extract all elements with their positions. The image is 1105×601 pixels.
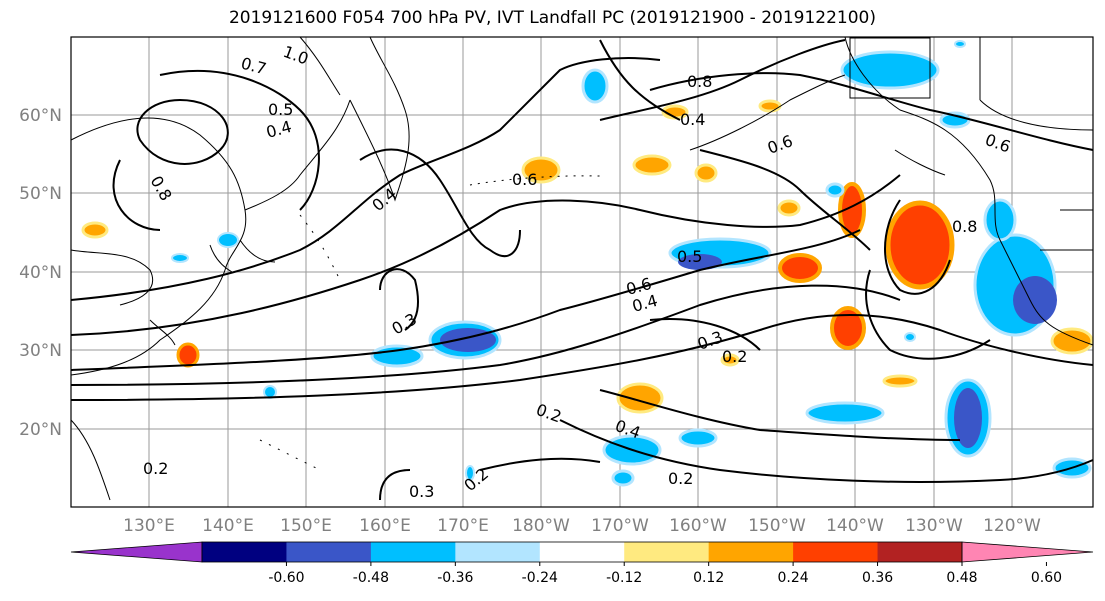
contour-label: 0.2	[668, 469, 693, 488]
negative-anomaly	[171, 253, 189, 263]
latitude-tick-label: 20°N	[19, 420, 62, 440]
colorbar-tick-label: 0.36	[862, 570, 893, 586]
negative-anomaly	[840, 50, 940, 90]
colorbar-segment	[539, 542, 625, 562]
colorbar-tick-label: -0.24	[522, 570, 558, 586]
positive-anomaly	[885, 200, 955, 290]
negative-anomaly	[217, 232, 239, 248]
longitude-tick-label: 120°W	[983, 516, 1041, 536]
anomaly-shading	[81, 40, 1094, 487]
negative-anomaly	[465, 465, 475, 481]
colorbar-segment	[793, 542, 879, 562]
negative-anomaly	[1013, 276, 1057, 324]
colorbar-tick-label: 0.24	[778, 570, 809, 586]
negative-anomaly	[440, 328, 496, 352]
colorbar-segment	[708, 542, 794, 562]
contour-label: 0.4	[680, 110, 705, 129]
colorbar-tick-label: 0.48	[946, 570, 977, 586]
colorbar-frame	[201, 541, 963, 563]
colorbar-tick-label: -0.60	[268, 570, 304, 586]
pv-contours	[70, 39, 1094, 501]
colorbar-tick-label: -0.36	[437, 570, 473, 586]
positive-anomaly	[632, 154, 672, 176]
positive-anomaly	[882, 374, 918, 388]
positive-anomaly	[616, 382, 664, 414]
colorbar-segment	[624, 542, 710, 562]
negative-anomaly	[370, 344, 424, 368]
map-frame	[70, 36, 1094, 508]
colorbar-segment	[202, 542, 287, 562]
contour-label: 0.5	[268, 100, 293, 119]
negative-anomaly	[581, 68, 609, 104]
positive-anomaly	[777, 199, 801, 217]
positive-anomaly	[778, 253, 822, 283]
longitude-tick-label: 130°E	[123, 516, 175, 536]
map-title: 2019121600 F054 700 hPa PV, IVT Landfall…	[228, 8, 876, 28]
contour-label: 0.2	[722, 347, 747, 366]
negative-anomaly	[904, 332, 916, 342]
contour-label: 0.5	[677, 247, 702, 266]
positive-anomaly	[830, 306, 866, 350]
colorbar-extend-high	[961, 541, 1094, 563]
positive-anomaly	[1050, 327, 1094, 355]
latitude-labels: 60°N 50°N 40°N 30°N 20°N	[19, 106, 62, 440]
positive-anomaly	[81, 221, 109, 239]
negative-anomaly	[825, 182, 845, 198]
longitude-tick-label: 160°E	[359, 516, 411, 536]
colorbar-tick-label: 0.60	[1031, 570, 1062, 586]
colorbar-segment	[286, 542, 372, 562]
colorbar-segment	[370, 542, 456, 562]
colorbar-tick-label: -0.12	[606, 570, 642, 586]
longitude-tick-label: 160°W	[669, 516, 727, 536]
colorbar-segment	[455, 542, 541, 562]
negative-anomaly	[983, 198, 1017, 242]
latitude-tick-label: 40°N	[19, 263, 62, 283]
longitude-tick-label: 180°W	[512, 516, 570, 536]
negative-anomaly	[678, 428, 718, 448]
positive-anomaly	[720, 353, 740, 367]
contour-label: 0.8	[952, 217, 977, 236]
positive-anomaly	[694, 163, 718, 183]
positive-anomaly	[176, 342, 200, 368]
contour-label: 0.6	[512, 170, 537, 189]
negative-anomaly	[678, 254, 722, 270]
negative-anomaly	[805, 401, 885, 425]
contour-label: 0.2	[143, 459, 168, 478]
negative-anomaly	[954, 40, 966, 48]
inset-box	[849, 37, 931, 99]
colorbar-tick-label: 0.12	[693, 570, 724, 586]
longitude-tick-label: 150°E	[280, 516, 332, 536]
negative-anomaly	[611, 469, 635, 487]
longitude-tick-label: 170°W	[591, 516, 649, 536]
longitude-tick-label: 150°W	[748, 516, 806, 536]
longitude-tick-label: 140°E	[202, 516, 254, 536]
longitude-tick-label: 130°W	[905, 516, 963, 536]
latitude-tick-label: 30°N	[19, 341, 62, 361]
positive-anomaly	[758, 99, 782, 113]
colorbar-extend-low	[70, 541, 203, 563]
longitude-tick-label: 170°E	[437, 516, 489, 536]
longitude-tick-label: 140°W	[826, 516, 884, 536]
latitude-tick-label: 50°N	[19, 184, 62, 204]
positive-anomaly	[521, 156, 561, 184]
positive-anomaly	[838, 182, 866, 238]
map-plot-area: 1.0 0.7 0.5 0.4 0.8 0.6 0.4 0.3 0.2 0.5 …	[70, 36, 1094, 508]
colorbar-segment	[877, 542, 963, 562]
colorbar: -0.60 -0.48 -0.36 -0.24 -0.12 0.12 0.24 0.36 0.4…	[70, 541, 1094, 586]
contour-label: 0.8	[687, 72, 712, 91]
coastlines	[70, 36, 1094, 501]
contour-label: 0.3	[409, 482, 434, 501]
longitude-labels: 130°E 140°E 150°E 160°E 170°E 180°W 170°W 160°W…	[123, 516, 1041, 536]
negative-anomaly	[954, 388, 982, 448]
latitude-tick-label: 60°N	[19, 106, 62, 126]
colorbar-tick-label: -0.48	[353, 570, 389, 586]
